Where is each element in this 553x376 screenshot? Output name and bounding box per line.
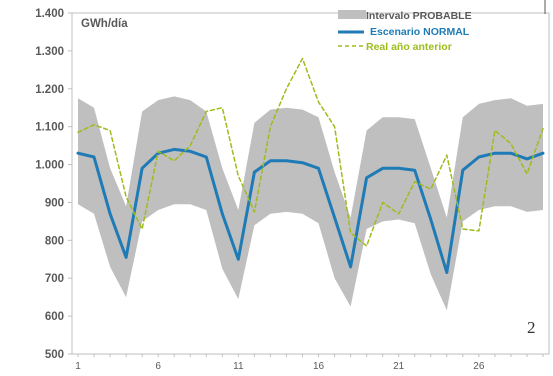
y-tick-label: 1.400 [35,8,64,20]
y-tick-label: 1.300 [35,46,64,58]
y-tick-label: 1.100 [35,122,64,134]
x-tick-label: 16 [313,361,325,372]
y-tick-label: 800 [45,235,64,247]
unit-label: GWh/día [81,18,128,30]
band-layer [78,96,543,311]
series-line-normal [76,147,545,274]
series-line-previous-year [77,57,544,247]
legend-label-band: Intervalo PROBABLE [366,10,472,22]
x-tick-label: 26 [473,361,485,372]
y-tick-label: 700 [45,273,64,285]
y-tick-label: 1.000 [35,160,64,172]
x-tick-label: 1 [75,361,81,372]
legend-label-normal: Escenario NORMAL [370,26,470,38]
x-tick-label: 21 [393,361,405,372]
page-number: 2 [527,318,536,337]
y-tick-label: 600 [45,311,64,323]
x-tick-label: 11 [233,361,244,372]
legend-label-previous: Real año anterior [366,41,452,53]
series-layer [76,57,545,274]
x-axis: 1 6 11 16 21 26 [75,354,544,372]
probable-interval-band [78,96,543,311]
x-tick-label: 6 [155,361,161,372]
plot-frame [71,12,550,355]
y-axis: 500 600 700 800 900 1.000 1.100 1.200 1.300 1.400 [35,8,72,361]
y-tick-label: 500 [45,349,64,361]
legend: Intervalo PROBABLE Escenario NORMAL Real… [338,10,472,53]
y-tick-label: 1.200 [35,84,64,96]
legend-swatch-band [338,10,366,19]
plot-area-border [71,12,550,355]
y-tick-label: 900 [45,197,64,209]
